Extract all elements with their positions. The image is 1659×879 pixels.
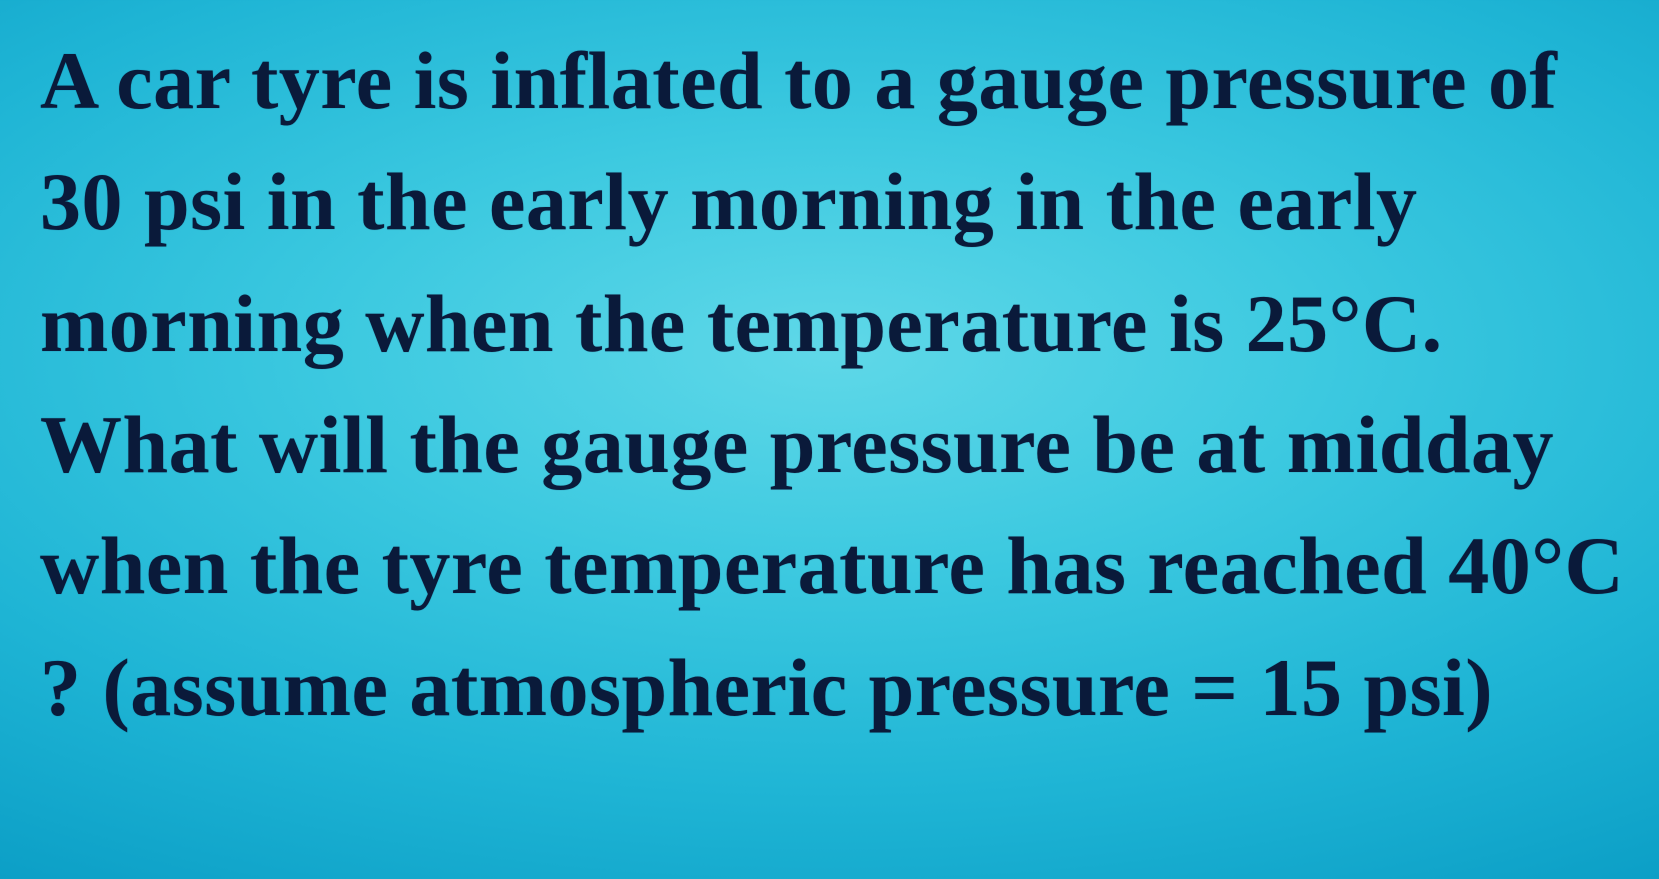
problem-text: A car tyre is inflated to a gauge pressu… bbox=[0, 0, 1659, 768]
